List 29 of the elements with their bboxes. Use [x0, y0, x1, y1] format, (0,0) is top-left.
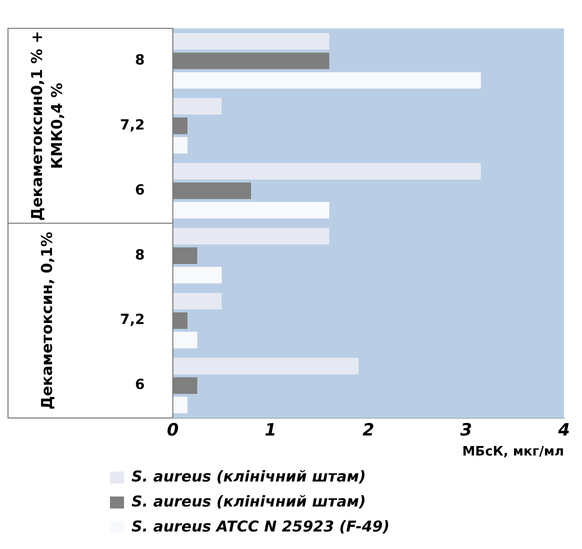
legend-label: S. aureus (клінічний штам) — [132, 467, 366, 486]
x-tick-label: 4 — [557, 420, 570, 441]
x-tick-label: 2 — [362, 420, 374, 441]
bar — [172, 396, 188, 414]
y-tick-label: 6 — [135, 377, 145, 394]
bar — [172, 228, 330, 244]
bar — [172, 202, 330, 218]
legend-label: S. aureus ATCC N 25923 (F-49) — [132, 517, 390, 536]
y-tick-label: 8 — [135, 247, 145, 264]
y-tick-label: 6 — [135, 182, 145, 198]
bar — [172, 332, 198, 348]
x-tick-label: 1 — [264, 420, 277, 441]
legend-label: S. aureus (клінічний штам) — [132, 492, 366, 510]
bar — [172, 266, 222, 284]
bar — [172, 162, 481, 180]
bar — [172, 358, 359, 374]
bar — [172, 137, 188, 154]
x-tick-label: 3 — [460, 420, 472, 441]
bar — [172, 98, 222, 115]
y-tick-label: 7,2 — [120, 312, 145, 328]
bar — [172, 72, 481, 89]
text: Декаметоксин0,1 % + КМК0,4 % — [28, 30, 66, 221]
text: Декаметоксин, 0,1% — [38, 232, 56, 410]
y-tick-label: 8 — [135, 52, 145, 69]
bar — [172, 33, 330, 50]
x-tick-label: 0 — [166, 420, 179, 441]
bar — [172, 292, 222, 310]
y-tick-label: 7,2 — [120, 117, 145, 134]
x-axis-title: МБсК, мкг/мл — [462, 444, 564, 460]
